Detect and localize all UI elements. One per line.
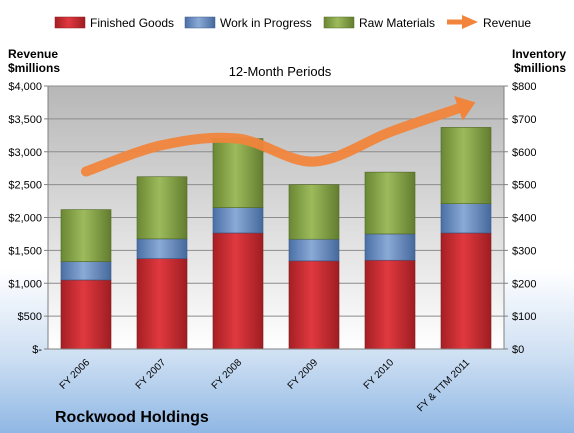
bar-segment-work-in-progress-fy-ttm-2011 [440, 203, 492, 234]
chart-title: 12-Month Periods [229, 64, 332, 79]
x-axis-tick-label: FY 2010 [362, 357, 397, 392]
x-axis-tick-label: FY & TTM 2011 [415, 357, 472, 414]
legend-label-work-in-progress: Work in Progress [220, 16, 312, 30]
right-axis-tick-label: $500 [512, 180, 536, 192]
right-axis-title-line2: $millions [514, 61, 566, 75]
bar-segment-raw-materials-fy-2009 [288, 184, 340, 240]
revenue-line-path [81, 103, 464, 177]
left-axis-tick-label: $1,500 [8, 245, 42, 257]
x-axis-tick-label: FY 2006 [58, 357, 93, 392]
legend-label-raw-materials: Raw Materials [359, 16, 435, 30]
bar-segment-finished-goods-fy-2010 [364, 259, 416, 350]
revenue-line [81, 96, 476, 177]
left-axis-tick-label: $- [32, 344, 42, 356]
x-axis-tick-label: FY 2009 [286, 357, 321, 392]
revenue-line-arrowhead [454, 96, 476, 121]
bar-segment-work-in-progress-fy-2008 [212, 207, 264, 234]
bar-segment-finished-goods-fy-2008 [212, 232, 264, 350]
right-axis-tick-label: $100 [512, 311, 536, 323]
legend-swatch-raw-materials [323, 16, 355, 29]
right-axis-title-line1: Inventory [512, 47, 566, 61]
left-axis-tick-label: $1,000 [8, 278, 42, 290]
bar-segment-work-in-progress-fy-2006 [60, 261, 112, 281]
legend-swatch-finished-goods [54, 16, 86, 29]
bar-segment-raw-materials-fy-2008 [212, 138, 264, 208]
legend-label-revenue: Revenue [483, 16, 531, 30]
right-axis-tick-label: $400 [512, 213, 536, 225]
bar-segment-finished-goods-fy-ttm-2011 [440, 232, 492, 350]
legend-swatch-revenue-arrowhead [462, 15, 478, 29]
right-axis-tick-label: $700 [512, 114, 536, 126]
bar-segment-finished-goods-fy-2007 [136, 258, 188, 350]
company-name: Rockwood Holdings [55, 409, 209, 426]
legend-swatch-work-in-progress [184, 16, 216, 29]
bar-segment-work-in-progress-fy-2010 [364, 233, 416, 261]
bar-segment-raw-materials-fy-2006 [60, 209, 112, 262]
left-axis-title-line2: $millions [8, 61, 60, 75]
right-axis-tick-label: $200 [512, 278, 536, 290]
right-axis-tick-label: $600 [512, 147, 536, 159]
bar-segment-work-in-progress-fy-2007 [136, 238, 188, 259]
bars [60, 127, 492, 350]
legend: Finished Goods Work in Progress Raw Mate… [54, 15, 531, 30]
left-axis-title-line1: Revenue [8, 47, 58, 61]
x-axis-tick-label: FY 2007 [134, 357, 169, 392]
left-axis-tick-label: $2,500 [8, 180, 42, 192]
bar-segment-raw-materials-fy-2010 [364, 171, 416, 235]
bar-segment-raw-materials-fy-ttm-2011 [440, 127, 492, 204]
bar-segment-raw-materials-fy-2007 [136, 176, 188, 240]
bar-segment-finished-goods-fy-2006 [60, 279, 112, 350]
right-axis-tick-label: $800 [512, 81, 536, 93]
left-axis-tick-label: $3,500 [8, 114, 42, 126]
right-axis-tick-label: $0 [512, 344, 524, 356]
left-axis-tick-label: $3,000 [8, 147, 42, 159]
left-axis-tick-label: $500 [18, 311, 42, 323]
bar-segment-work-in-progress-fy-2009 [288, 238, 340, 262]
bar-segment-finished-goods-fy-2009 [288, 260, 340, 350]
left-axis-tick-label: $2,000 [8, 213, 42, 225]
right-axis-tick-label: $300 [512, 245, 536, 257]
left-axis-tick-label: $4,000 [8, 81, 42, 93]
legend-label-finished-goods: Finished Goods [90, 16, 174, 30]
x-axis-tick-label: FY 2008 [210, 357, 245, 392]
